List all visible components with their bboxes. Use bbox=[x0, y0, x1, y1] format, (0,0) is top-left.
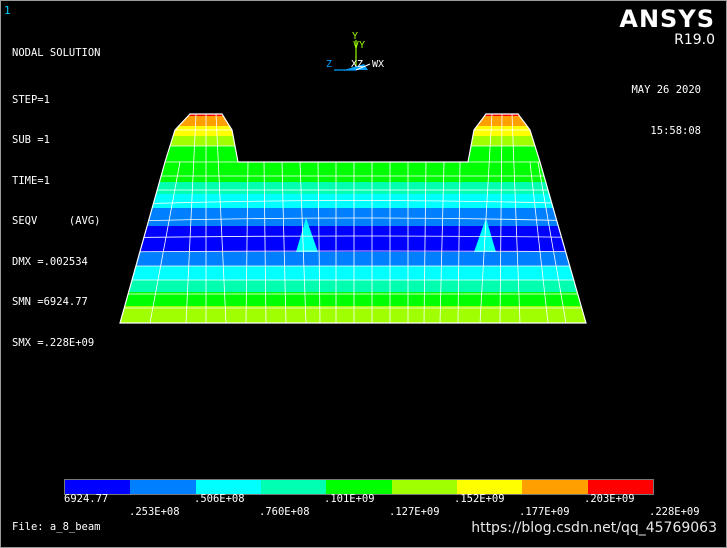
legend-label: .127E+09 bbox=[389, 506, 440, 518]
legend-swatch bbox=[130, 480, 196, 494]
info-dmx: DMX =.002534 bbox=[12, 255, 88, 268]
legend-swatch bbox=[391, 480, 457, 494]
coordinate-triad-icon: Y VY Z XZ WX bbox=[326, 31, 384, 71]
ansys-logo: ANSYS R19.0 bbox=[619, 6, 715, 48]
time-text: 15:58:08 bbox=[650, 124, 701, 137]
legend-swatch bbox=[260, 480, 327, 494]
triad-y-label: Y bbox=[352, 31, 358, 42]
result-info-block: NODAL SOLUTION STEP=1 SUB =1 TIME=1 SEQV… bbox=[12, 20, 101, 364]
info-time: TIME=1 bbox=[12, 174, 50, 187]
watermark-text: https://blog.csdn.net/qq_45769063 bbox=[471, 520, 717, 536]
legend-label: .228E+09 bbox=[649, 506, 700, 518]
info-substep: SUB =1 bbox=[12, 134, 50, 146]
legend-label: 6924.77 bbox=[64, 493, 109, 505]
info-smx: SMX =.228E+09 bbox=[12, 336, 95, 349]
legend-label: .760E+08 bbox=[259, 506, 310, 518]
triad-z-label: Z bbox=[326, 59, 332, 70]
legend-label: .506E+08 bbox=[194, 493, 245, 505]
legend-label: .177E+09 bbox=[519, 506, 570, 518]
legend-label: .253E+08 bbox=[129, 506, 180, 518]
contour-legend-bar bbox=[64, 479, 654, 495]
model-outline bbox=[119, 113, 587, 324]
info-step: STEP=1 bbox=[12, 93, 50, 106]
triad-wx-label: WX bbox=[372, 59, 384, 70]
info-smn: SMN =6924.77 bbox=[12, 296, 88, 308]
legend-label: .101E+09 bbox=[324, 493, 375, 505]
legend-swatch bbox=[587, 480, 653, 494]
brand-version: R19.0 bbox=[674, 32, 715, 48]
date-text: MAY 26 2020 bbox=[631, 84, 701, 96]
legend-swatch bbox=[65, 480, 131, 494]
legend-swatch bbox=[326, 480, 392, 494]
mesh-lines bbox=[120, 114, 586, 323]
legend-swatch bbox=[456, 480, 523, 494]
datetime-block: MAY 26 2020 15:58:08 bbox=[631, 57, 701, 152]
legend-label: .203E+09 bbox=[584, 493, 635, 505]
result-title: NODAL SOLUTION bbox=[12, 47, 101, 59]
triad-vy-label: VY bbox=[353, 40, 365, 51]
viewport-number: 1 bbox=[4, 4, 11, 17]
brand-name: ANSYS bbox=[619, 5, 715, 33]
legend-label: .152E+09 bbox=[454, 493, 505, 505]
legend-swatch bbox=[195, 480, 261, 494]
legend-swatch bbox=[522, 480, 588, 494]
file-name-text: File: a_8_beam bbox=[12, 521, 101, 533]
triad-xz-label: XZ bbox=[351, 59, 363, 70]
contour-bands bbox=[120, 114, 586, 323]
info-quantity: SEQV (AVG) bbox=[12, 215, 101, 227]
